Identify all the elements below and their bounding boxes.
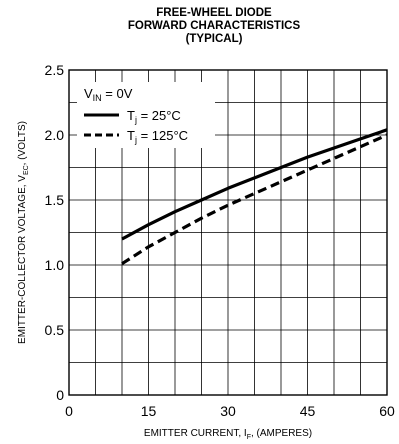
y-tick-label: 1.5 xyxy=(45,192,65,208)
x-axis-label: EMITTER CURRENT, IF, (AMPERES) xyxy=(144,428,312,441)
y-tick-label: 2.5 xyxy=(45,62,65,78)
chart-title-line-1: FREE-WHEEL DIODE xyxy=(156,7,272,19)
legend-condition: VIN = 0V xyxy=(84,86,133,103)
y-tick-labels: 0 0.5 1.0 1.5 2.0 2.5 xyxy=(45,62,65,403)
x-tick-label: 0 xyxy=(65,403,73,419)
chart-title-line-3: (TYPICAL) xyxy=(185,33,243,45)
x-tick-label: 30 xyxy=(220,403,236,419)
y-tick-label: 0.5 xyxy=(45,322,65,338)
legend-entry-125c: Tj = 125°C xyxy=(127,128,188,145)
y-tick-label: 1.0 xyxy=(45,257,65,273)
x-tick-label: 15 xyxy=(141,403,157,419)
legend: VIN = 0V Tj = 25°C Tj = 125°C xyxy=(77,82,215,148)
series-line-125c xyxy=(121,133,388,266)
y-axis-label: EMITTER-COLLECTOR VOLTAGE, VEC, (VOLTS) xyxy=(17,121,30,344)
y-tick-label: 0 xyxy=(56,387,64,403)
series-lines xyxy=(121,128,388,266)
y-tick-label: 2.0 xyxy=(45,127,65,143)
legend-entry-25c: Tj = 25°C xyxy=(127,108,181,125)
x-tick-labels: 0 15 30 45 60 xyxy=(65,403,395,419)
x-tick-label: 60 xyxy=(379,403,395,419)
chart-title-line-2: FORWARD CHARACTERISTICS xyxy=(127,20,301,32)
chart-title: FREE-WHEEL DIODE FORWARD CHARACTERISTICS… xyxy=(58,7,370,46)
plot-area xyxy=(68,69,388,396)
x-tick-label: 45 xyxy=(300,403,316,419)
series-line-25c xyxy=(121,128,388,241)
